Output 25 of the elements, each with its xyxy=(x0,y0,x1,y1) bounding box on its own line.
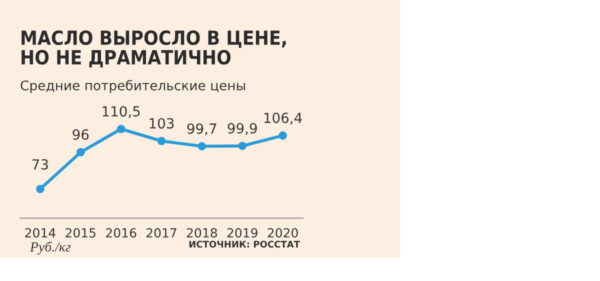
x-tick-label: 2014 xyxy=(25,228,56,238)
chart-title: МАСЛО ВЫРОСЛО В ЦЕНЕ, НО НЕ ДРАМАТИЧНО xyxy=(22,30,286,68)
data-label: 103 xyxy=(150,118,174,129)
x-tick-label: 2016 xyxy=(106,228,136,238)
data-label: 99,9 xyxy=(228,123,257,135)
x-tick-label: 2019 xyxy=(227,228,258,238)
point xyxy=(238,142,247,150)
data-label: 73 xyxy=(32,159,48,170)
x-tick-label: 2015 xyxy=(66,228,96,238)
data-label: 96 xyxy=(72,129,89,140)
data-label: 110,5 xyxy=(102,106,140,118)
chart-subtitle: Средние потребительские цены xyxy=(20,80,246,93)
point xyxy=(116,124,126,134)
x-tick-label: 2018 xyxy=(186,228,217,238)
point xyxy=(278,131,287,140)
data-label: 106,4 xyxy=(264,112,302,125)
point xyxy=(76,148,85,156)
text: Руб./кг xyxy=(30,242,71,254)
x-tick-label: 2017 xyxy=(146,228,176,238)
point xyxy=(157,136,166,146)
text: ИСТОЧНИК: РОССТАТ xyxy=(189,240,300,248)
data-label: 99,7 xyxy=(187,123,216,136)
x-tick-label: 2020 xyxy=(268,228,298,238)
point xyxy=(36,184,44,194)
point xyxy=(198,142,206,150)
